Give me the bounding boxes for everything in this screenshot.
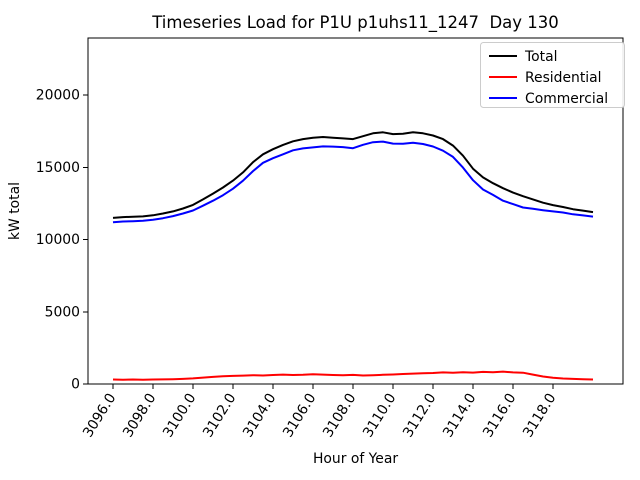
x-axis-label: Hour of Year [313, 451, 398, 467]
y-tick-label: 5000 [45, 304, 80, 320]
y-tick-label: 15000 [36, 160, 80, 176]
x-tick-label: 3096.0 [80, 391, 119, 441]
x-tick-label: 3116.0 [480, 391, 519, 441]
axes-frame [87, 37, 624, 385]
x-tick-label: 3108.0 [320, 391, 359, 441]
y-tick-label: 0 [71, 377, 80, 393]
x-tick-label: 3110.0 [360, 391, 399, 441]
x-tick-label: 3118.0 [520, 391, 559, 441]
legend-label-total: Total [524, 49, 557, 65]
x-tick-label: 3104.0 [240, 391, 279, 441]
series-line-commercial [112, 140, 594, 224]
y-tick-label: 20000 [36, 88, 80, 104]
series-line-residential [112, 370, 594, 381]
y-tick-label: 10000 [36, 232, 80, 248]
x-tick-label: 3100.0 [160, 391, 199, 441]
x-tick-label: 3098.0 [120, 391, 159, 441]
x-tick-label: 3102.0 [200, 391, 239, 441]
series-line-total [112, 131, 594, 219]
y-axis-label: kW total [7, 182, 23, 240]
x-tick-label: 3106.0 [280, 391, 319, 441]
legend-label-commercial: Commercial [525, 91, 608, 107]
x-tick-label: 3112.0 [400, 391, 439, 441]
chart-title: Timeseries Load for P1U p1uhs11_1247 Day… [151, 13, 559, 33]
x-tick-label: 3114.0 [440, 391, 479, 441]
legend-box [480, 42, 625, 108]
legend-label-residential: Residential [525, 70, 602, 86]
legend: Total Residential Commercial [480, 42, 625, 108]
